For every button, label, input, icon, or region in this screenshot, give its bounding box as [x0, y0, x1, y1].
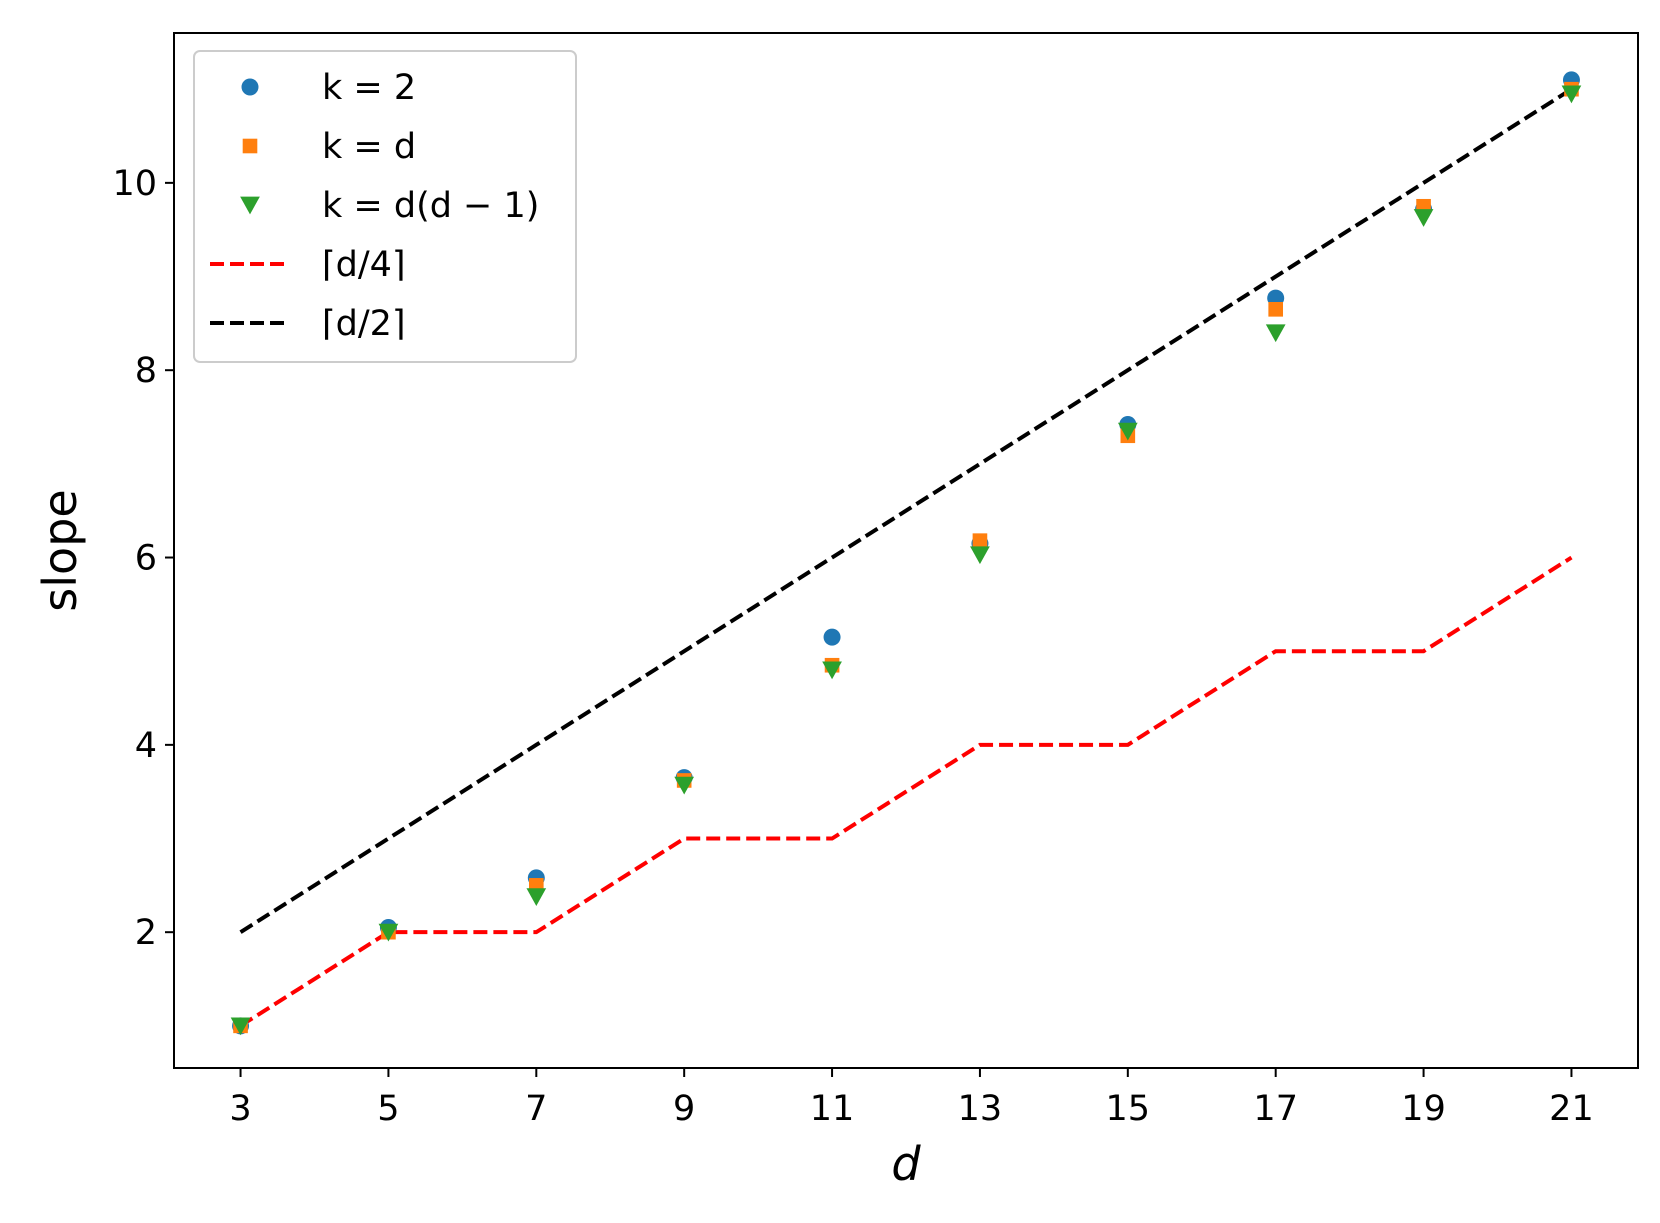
data-point: [1561, 85, 1582, 104]
legend-label: k = d(d − 1): [322, 186, 539, 226]
data-point: [1117, 422, 1138, 441]
x-tick-label: 17: [1253, 1089, 1298, 1129]
legend-entry: k = 2: [241, 68, 416, 108]
x-tick-label: 3: [229, 1089, 251, 1129]
x-tick-label: 11: [810, 1089, 855, 1129]
data-point: [1268, 302, 1284, 317]
data-point: [526, 888, 547, 906]
data-point: [674, 776, 695, 795]
series-line: [239, 87, 1573, 934]
y-tick-label: 2: [135, 913, 157, 953]
data-point: [822, 661, 842, 680]
legend-swatch: [240, 196, 260, 215]
data-point: [970, 546, 990, 565]
legend-label: k = 2: [322, 68, 416, 108]
data-point: [1413, 209, 1434, 227]
legend-swatch: [241, 78, 259, 96]
legend-entry: ⌈d/4⌉: [210, 245, 406, 285]
x-tick-label: 7: [525, 1089, 547, 1129]
x-tick-label: 19: [1401, 1089, 1446, 1129]
x-tick-label: 21: [1549, 1089, 1594, 1129]
x-tick-label: 15: [1106, 1089, 1151, 1129]
x-axis-ticks: 3 5 7 9 11 13 15 17 19 21: [229, 1068, 1594, 1129]
legend-entry: ⌈d/2⌉: [210, 304, 406, 344]
x-tick-label: 9: [673, 1089, 695, 1129]
data-point: [230, 1017, 251, 1036]
plot-area-frame: [173, 32, 1639, 1069]
y-tick-label: 10: [112, 164, 157, 204]
legend: k = 2 k = d k = d(d − 1) ⌈d/4⌉ ⌈d/2⌉: [193, 50, 577, 363]
lines-layer: [239, 87, 1573, 1028]
legend-label: ⌈d/2⌉: [322, 304, 406, 344]
series-line: [239, 555, 1573, 1028]
data-point: [1265, 324, 1286, 343]
data-point: [378, 923, 399, 942]
y-tick-label: 4: [135, 726, 157, 766]
data-point: [823, 628, 841, 646]
x-axis-label: d: [891, 1137, 921, 1191]
legend-entry: k = d: [242, 127, 416, 167]
legend-swatch: [242, 138, 258, 154]
legend-label: k = d: [322, 127, 416, 167]
y-axis-ticks: 2 4 6 8 10: [112, 164, 174, 953]
legend-label: ⌈d/4⌉: [322, 245, 406, 285]
markers-layer: [230, 71, 1582, 1036]
y-tick-label: 8: [135, 351, 157, 391]
x-tick-label: 5: [377, 1089, 399, 1129]
data-point: [972, 533, 988, 548]
y-axis-label: slope: [33, 489, 87, 611]
legend-entries: k = 2 k = d k = d(d − 1) ⌈d/4⌉ ⌈d/2⌉: [210, 68, 539, 344]
y-tick-label: 6: [135, 539, 157, 579]
x-tick-label: 13: [958, 1089, 1003, 1129]
legend-box: [193, 50, 577, 363]
legend-entry: k = d(d − 1): [240, 186, 539, 226]
